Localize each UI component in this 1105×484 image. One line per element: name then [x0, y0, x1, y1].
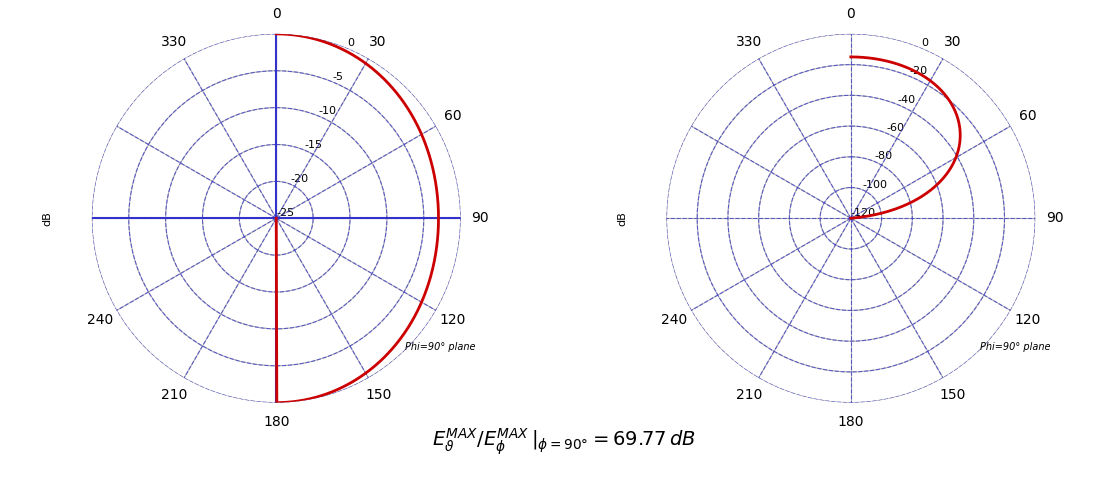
Text: Phi=90° plane: Phi=90° plane	[406, 342, 476, 352]
Text: dB: dB	[43, 211, 53, 226]
Text: dB: dB	[618, 211, 628, 226]
Text: Phi=90° plane: Phi=90° plane	[980, 342, 1051, 352]
Text: $E^{MAX}_{\vartheta}/E^{MAX}_{\phi}\,|_{\phi=90°} = 69.77\,dB$: $E^{MAX}_{\vartheta}/E^{MAX}_{\phi}\,|_{…	[432, 426, 695, 457]
